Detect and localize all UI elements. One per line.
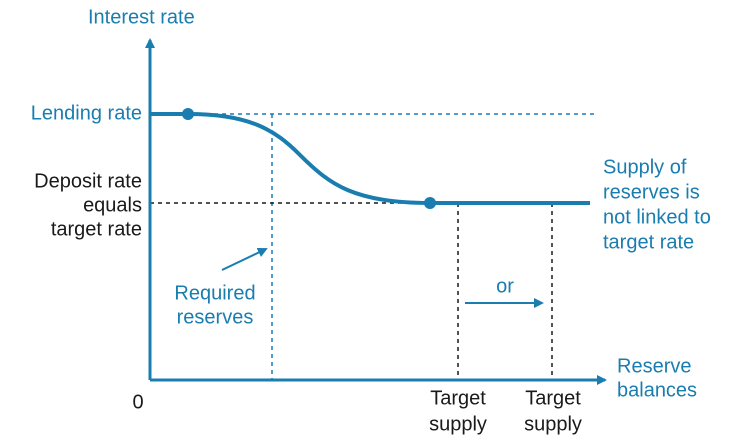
x-axis-label: Reserve <box>617 355 691 377</box>
deposit-label: target rate <box>51 218 142 240</box>
supply-note: not linked to <box>603 206 711 228</box>
arrow <box>221 247 268 271</box>
required-label: reserves <box>177 306 254 328</box>
target-label: supply <box>524 413 582 435</box>
lending-label: Lending rate <box>31 102 142 124</box>
required-label: Required <box>174 282 255 304</box>
target-label: supply <box>429 413 487 435</box>
reserve-demand-curve <box>150 112 590 205</box>
point <box>182 108 194 120</box>
target-label: Target <box>525 387 581 409</box>
point <box>424 197 436 209</box>
origin-label: 0 <box>132 391 143 413</box>
supply-note: Supply of <box>603 156 687 178</box>
deposit-label: equals <box>83 194 142 216</box>
or-label: or <box>496 275 514 297</box>
x-axis-label: balances <box>617 379 697 401</box>
target-label: Target <box>430 387 486 409</box>
supply-note: reserves is <box>603 181 700 203</box>
y-axis-label: Interest rate <box>88 6 195 28</box>
deposit-label: Deposit rate <box>34 170 142 192</box>
supply-note: target rate <box>603 231 694 253</box>
